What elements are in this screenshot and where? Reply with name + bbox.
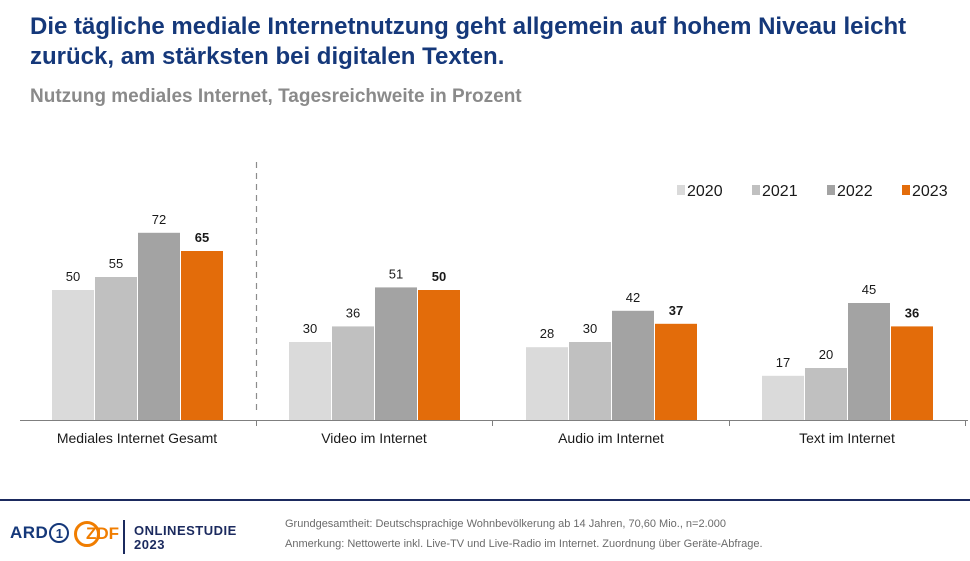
- bar-value-label: 30: [303, 321, 317, 336]
- footnote-population: Grundgesamtheit: Deutschsprachige Wohnbe…: [285, 518, 726, 530]
- bar-2022: [612, 310, 654, 420]
- bar-2021: [569, 342, 611, 420]
- x-category-label: Mediales Internet Gesamt: [57, 430, 217, 446]
- x-category-label: Text im Internet: [799, 430, 895, 446]
- bar-value-label: 51: [389, 266, 403, 281]
- bar-value-label: 20: [819, 347, 833, 362]
- bar-2022: [138, 232, 180, 420]
- bar-2020: [289, 342, 331, 420]
- footer-divider: [0, 499, 970, 501]
- legend-swatch-2021: [752, 185, 760, 195]
- legend-label: 2020: [687, 183, 723, 200]
- legend-swatch-2023: [902, 185, 910, 195]
- bar-value-label: 37: [669, 303, 683, 318]
- study-year: 2023: [134, 537, 165, 552]
- bar-value-label: 72: [152, 212, 166, 227]
- study-logo: ONLINESTUDIE 2023: [134, 524, 237, 552]
- bar-value-label: 36: [905, 305, 919, 320]
- bar-2023: [655, 323, 697, 420]
- bar-value-label: 50: [432, 269, 446, 284]
- bar-value-label: 55: [109, 256, 123, 271]
- bar-2020: [52, 290, 94, 420]
- legend-label: 2023: [912, 183, 948, 200]
- footnote-remark: Anmerkung: Nettowerte inkl. Live-TV und …: [285, 538, 763, 550]
- bar-value-label: 42: [626, 290, 640, 305]
- bar-2023: [181, 251, 223, 420]
- ard-logo-text: ARD: [10, 523, 49, 542]
- bar-2023: [418, 290, 460, 420]
- bar-value-label: 45: [862, 282, 876, 297]
- bar-chart: 50 30 28 17 55 36 30 20 72 51 42 45 65 50 37 36 Mediales…: [20, 162, 968, 446]
- bar-value-label: 30: [583, 321, 597, 336]
- bar-2021: [332, 326, 374, 420]
- zdf-circle-icon: [74, 521, 100, 547]
- x-category-label: Video im Internet: [321, 430, 427, 446]
- bar-value-label: 17: [776, 355, 790, 370]
- page-title: Die tägliche mediale Internetnutzung geh…: [30, 13, 907, 70]
- study-name: ONLINESTUDIE: [134, 523, 237, 538]
- logo-divider: [123, 520, 125, 554]
- bar-2020: [526, 347, 568, 420]
- ard-logo: ARD 1: [10, 523, 70, 543]
- legend-label: 2022: [837, 183, 873, 200]
- legend-label: 2021: [762, 183, 798, 200]
- chart-subtitle: Nutzung mediales Internet, Tagesreichwei…: [30, 86, 522, 107]
- zdf-logo: ZDF: [74, 521, 119, 547]
- legend-swatch-2020: [677, 185, 685, 195]
- bar-2020: [762, 375, 804, 420]
- bar-2021: [805, 368, 847, 420]
- bar-value-label: 65: [195, 230, 209, 245]
- ard-one-icon: 1: [49, 523, 70, 543]
- legend-swatch-2022: [827, 185, 835, 195]
- x-category-label: Audio im Internet: [558, 430, 664, 446]
- bar-2022: [848, 303, 890, 420]
- bar-2022: [375, 287, 417, 420]
- bar-2021: [95, 277, 137, 420]
- bar-2023: [891, 326, 933, 420]
- bar-value-label: 36: [346, 305, 360, 320]
- zdf-logo-text: ZDF: [86, 524, 120, 543]
- bar-value-label: 28: [540, 326, 554, 341]
- bar-value-label: 50: [66, 269, 80, 284]
